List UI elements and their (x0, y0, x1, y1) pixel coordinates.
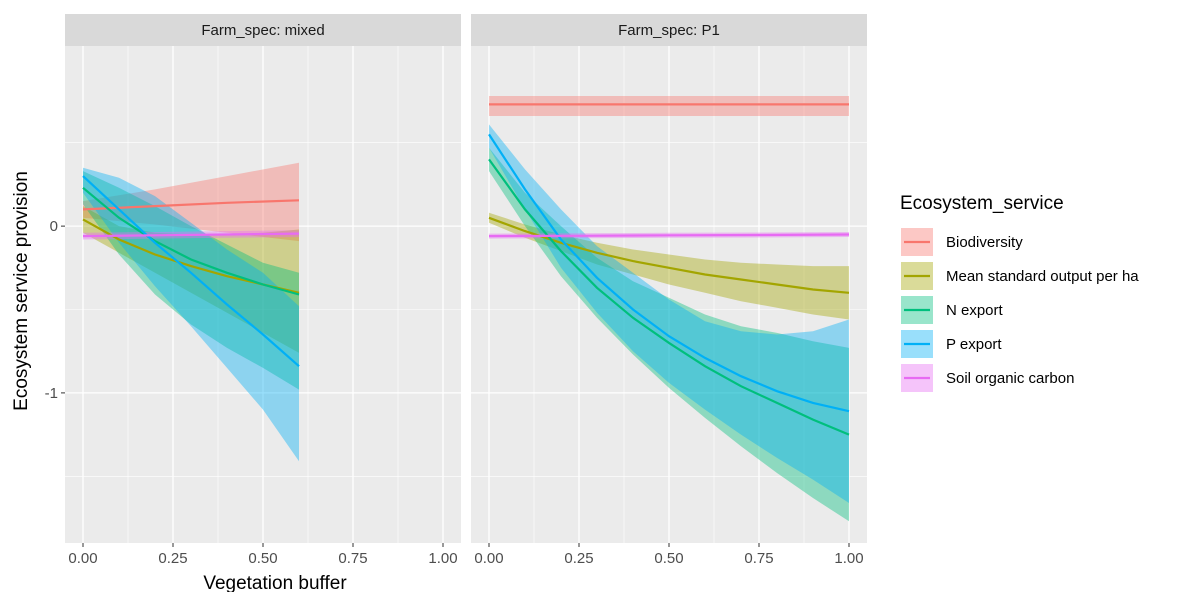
facet-panel: Farm_spec: mixed 0.00 0.25 0.50 0.75 1.00 -1 0 (45, 14, 461, 567)
x-tick-label: 0.00 (474, 550, 503, 567)
confidence-ribbon (83, 167, 299, 462)
x-axis-title: Vegetation buffer (203, 573, 347, 592)
facet-strip-label: Farm_spec: P1 (618, 22, 720, 39)
facet-strip (471, 14, 867, 46)
y-tick-label: 0 (50, 218, 58, 235)
x-tick-label: 0.50 (248, 550, 277, 567)
legend-label: Biodiversity (946, 234, 1023, 251)
confidence-ribbon (489, 124, 849, 504)
x-tick-label: 0.50 (654, 550, 683, 567)
y-axis-title: Ecosystem service provision (11, 171, 32, 411)
legend: Ecosystem_service Biodiversity Mean stand… (900, 193, 1139, 392)
y-tick-label: -1 (45, 385, 58, 402)
legend-label: Soil organic carbon (946, 370, 1074, 387)
confidence-ribbon (489, 147, 849, 522)
series-line (488, 233, 850, 238)
series-line (488, 216, 850, 294)
series-line (82, 186, 300, 296)
x-tick-label: 0.25 (158, 550, 187, 567)
series-line (488, 158, 850, 436)
facet-panel: Farm_spec: P1 0.00 0.25 0.50 0.75 1.00 (471, 14, 867, 567)
series-line (82, 199, 300, 211)
confidence-ribbon (83, 206, 299, 353)
legend-title: Ecosystem_service (900, 193, 1064, 214)
legend-label: Mean standard output per ha (946, 268, 1139, 285)
confidence-ribbon (489, 96, 849, 116)
x-tick-label: 1.00 (834, 550, 863, 567)
x-tick-label: 0.25 (564, 550, 593, 567)
x-tick-label: 1.00 (428, 550, 457, 567)
legend-label: N export (946, 302, 1004, 319)
x-tick-label: 0.75 (338, 550, 367, 567)
x-tick-label: 0.00 (68, 550, 97, 567)
facet-strip (65, 14, 461, 46)
series-line (488, 133, 850, 413)
facet-strip-label: Farm_spec: mixed (201, 22, 324, 39)
series-line (82, 232, 300, 238)
series-line (82, 175, 300, 368)
x-tick-label: 0.75 (744, 550, 773, 567)
confidence-ribbon (83, 162, 299, 242)
legend-label: P export (946, 336, 1002, 353)
confidence-ribbon (489, 212, 849, 320)
